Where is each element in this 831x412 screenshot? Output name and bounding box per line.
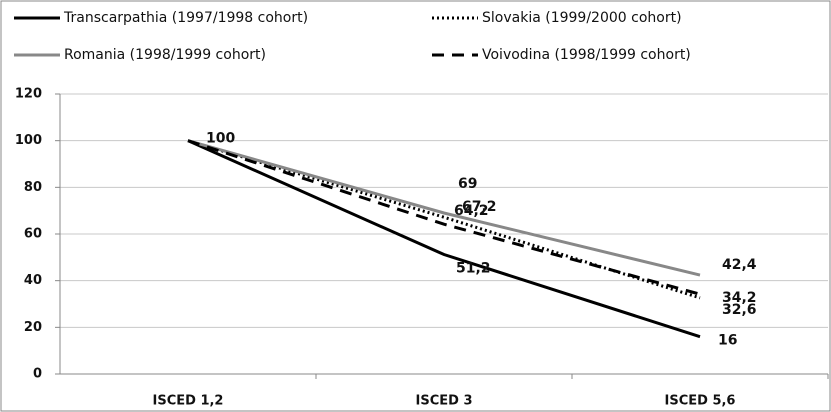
y-tick-label: 60: [24, 227, 42, 242]
value-label: 51,2: [456, 261, 491, 277]
y-tick-label: 40: [24, 273, 42, 288]
y-tick-label: 0: [33, 367, 42, 382]
y-tick-label: 120: [15, 87, 42, 102]
legend-label: Slovakia (1999/2000 cohort): [482, 10, 682, 26]
x-tick-label: ISCED 3: [416, 394, 473, 409]
y-tick-label: 20: [24, 320, 42, 335]
y-tick-label: 100: [15, 133, 42, 148]
value-label: 100: [206, 131, 235, 147]
value-label: 32,6: [722, 302, 757, 318]
legend-label: Voivodina (1998/1999 cohort): [482, 47, 691, 63]
series-line: [187, 139, 701, 296]
x-tick-label: ISCED 5,6: [665, 394, 736, 409]
value-label: 67,2: [462, 199, 497, 215]
value-label: 16: [718, 333, 737, 349]
value-label: 42,4: [722, 257, 757, 273]
legend-label: Transcarpathia (1997/1998 cohort): [63, 10, 308, 26]
value-label: 69: [458, 176, 477, 192]
series-line: [187, 139, 701, 339]
legend-label: Romania (1998/1999 cohort): [64, 47, 266, 63]
y-tick-label: 80: [24, 180, 42, 195]
value-label: 34,2: [722, 290, 757, 306]
series-line: [187, 139, 701, 277]
value-label: 64,2: [454, 203, 489, 219]
x-tick-label: ISCED 1,2: [153, 394, 224, 409]
